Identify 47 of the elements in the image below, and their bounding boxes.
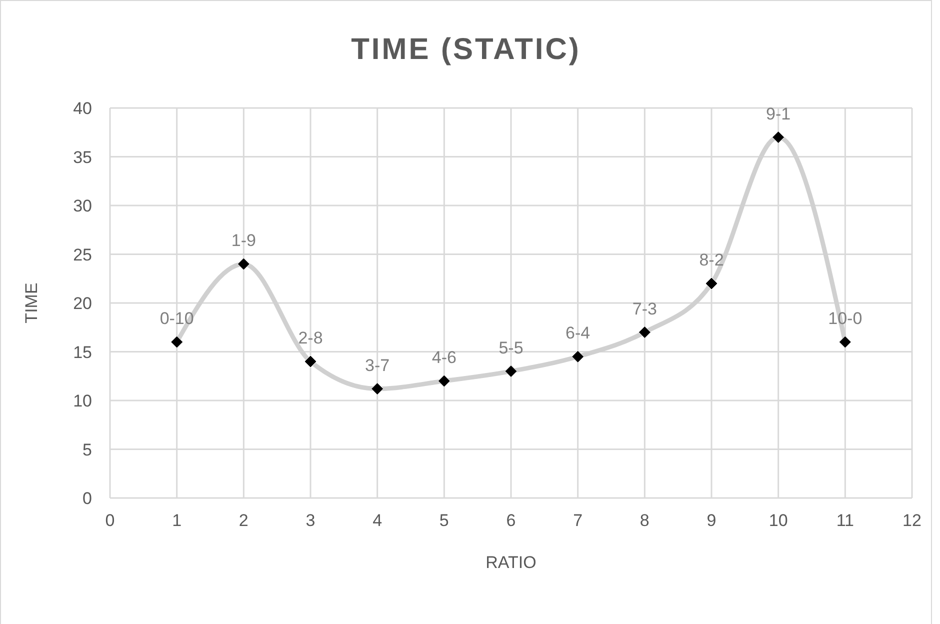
x-tick-label: 3 <box>306 511 316 530</box>
x-tick-label: 6 <box>506 511 516 530</box>
annotation: 5-5 <box>498 338 524 358</box>
annotation: 8-2 <box>699 250 724 270</box>
x-tick-label: 4 <box>372 511 382 530</box>
y-tick-label: 30 <box>73 196 92 216</box>
point <box>705 277 718 290</box>
point <box>572 350 584 363</box>
y-tick-label: 20 <box>73 294 92 314</box>
annotation: 3-7 <box>365 356 390 375</box>
point <box>237 258 250 270</box>
point <box>838 336 852 348</box>
y-tick-label: 40 <box>73 99 92 118</box>
annotation: 2-8 <box>298 328 323 348</box>
x-tick-label: 12 <box>902 511 922 530</box>
annotation: 0-10 <box>160 309 194 328</box>
x-axis-title: RATIO <box>486 553 536 572</box>
y-tick-label: 5 <box>82 440 92 460</box>
annotation: 7-3 <box>632 299 657 318</box>
point <box>638 326 651 338</box>
annotation: 4-6 <box>432 348 456 367</box>
y-tick-label: 25 <box>73 245 92 264</box>
x-tick-label: 5 <box>439 511 449 530</box>
x-tick-label: 9 <box>706 511 716 530</box>
chart-title: TIME (STATIC) <box>350 33 582 67</box>
annotation: 1-9 <box>231 231 256 250</box>
y-axis-title: TIME <box>22 282 42 324</box>
point <box>170 336 184 348</box>
y-tick-label: 0 <box>82 489 92 508</box>
point <box>438 374 450 388</box>
x-tick-label: 0 <box>105 511 115 530</box>
annotation: 9-1 <box>766 104 791 124</box>
annotation: 6-4 <box>566 324 590 343</box>
x-tick-label: 10 <box>768 511 788 530</box>
point <box>772 131 785 144</box>
y-tick-label: 15 <box>73 342 92 362</box>
x-tick-label: 8 <box>640 511 650 530</box>
y-tick-label: 10 <box>73 392 92 411</box>
x-tick-label: 7 <box>573 511 583 530</box>
annotation: 10-0 <box>828 309 862 328</box>
point <box>504 365 518 378</box>
x-tick-label: 2 <box>238 511 248 530</box>
y-tick-label: 35 <box>73 148 92 167</box>
point <box>304 355 317 368</box>
x-tick-label: 1 <box>172 511 182 530</box>
point <box>371 382 384 396</box>
x-tick-label: 11 <box>836 511 854 530</box>
